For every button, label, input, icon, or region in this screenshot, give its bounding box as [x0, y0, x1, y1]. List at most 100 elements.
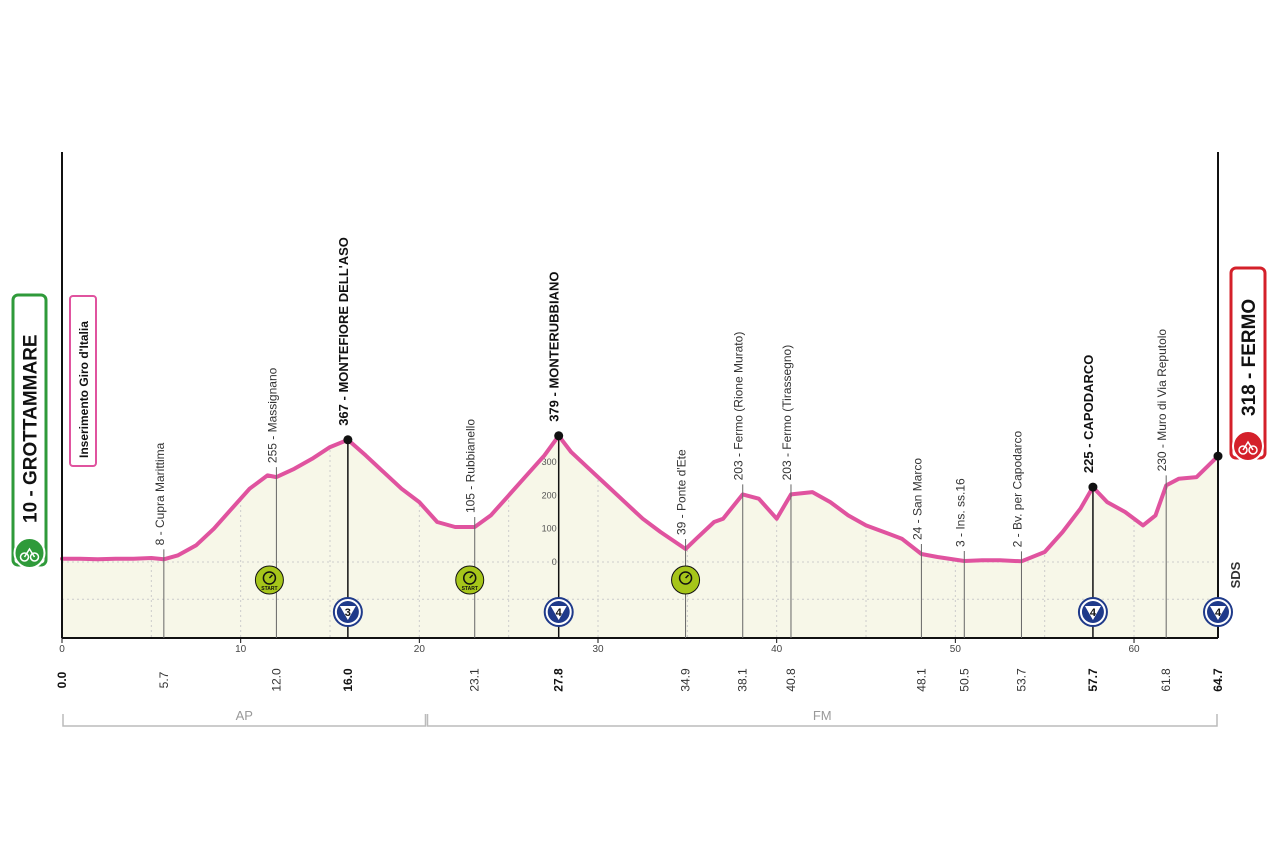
start-town-wheel-front — [29, 552, 40, 562]
start-km: 0.0 — [55, 671, 69, 688]
finish-town-wheel-back — [1238, 445, 1248, 455]
location-km: 16.0 — [341, 668, 355, 692]
location-km: 12.0 — [269, 668, 283, 692]
location-2: 367 - MONTEFIORE DELL'ASO 3 16.0 — [332, 237, 363, 692]
location-km: 50.5 — [957, 668, 971, 692]
sprint-start-icon: START — [254, 565, 284, 595]
start-town-cyclist-icon — [13, 537, 46, 569]
location-km: 34.9 — [679, 668, 693, 692]
location-5: 39 - Ponte d'Ete 34.9 — [675, 449, 693, 692]
location-0: 8 - Cupra Marittima 5.7 — [153, 442, 171, 688]
tt-start-icon-dial — [462, 571, 477, 585]
feed-stopwatch-icon-dial — [678, 571, 693, 585]
start-town-frame — [23, 547, 36, 558]
finish-town-wheel-front — [1248, 445, 1258, 455]
x-tick-0: 0 — [59, 644, 65, 655]
sprint-start-icon-bg — [254, 565, 284, 595]
location-km: 48.1 — [914, 668, 928, 692]
location-label: 24 - San Marco — [910, 458, 924, 540]
location-label: 3 - Ins. ss.16 — [953, 478, 967, 547]
province-label: FM — [813, 708, 832, 723]
location-11: 225 - CAPODARCO 4 57.7 — [1077, 355, 1108, 692]
location-label: 203 - Fermo (Rione Murato) — [732, 332, 746, 481]
location-label: 39 - Ponte d'Ete — [675, 449, 689, 535]
kom-badge-triangle — [1084, 606, 1101, 620]
profile-line — [60, 433, 1220, 564]
start-town-label: 10 - GROTTAMMARE — [21, 334, 42, 523]
kom-badge-number: 3 — [345, 607, 351, 619]
summit-dot — [343, 435, 353, 445]
location-km: 40.8 — [784, 668, 798, 692]
start-finish: 10 - GROTTAMMARE 318 - FERMO 4 SDS Inserimen… — [11, 266, 1267, 692]
kom-badge-triangle — [550, 606, 567, 620]
finish-town-frame — [1242, 440, 1254, 451]
kom-badge: 3 — [332, 597, 363, 627]
location-6: 203 - Fermo (Rione Murato) 38.1 — [732, 332, 750, 692]
finish-town-label: 318 - FERMO — [1239, 299, 1260, 416]
elevation-tick-0: 0 — [552, 557, 557, 567]
sprint-start-icon-text: START — [261, 586, 277, 592]
location-km: 23.1 — [468, 668, 482, 692]
location-label: 105 - Rubbianello — [464, 419, 478, 513]
location-9: 3 - Ins. ss.16 50.5 — [953, 478, 971, 692]
location-8: 24 - San Marco 48.1 — [910, 458, 928, 692]
elevation-tick-300: 300 — [542, 457, 557, 467]
kom-badge-number: 4 — [556, 607, 563, 619]
province-bracket — [62, 714, 427, 727]
finish-km: 64.7 — [1211, 668, 1225, 692]
finish-town-cyclist-icon — [1232, 430, 1264, 462]
location-label: 203 - Fermo (Tirassegno) — [780, 345, 794, 481]
location-label: 225 - CAPODARCO — [1081, 355, 1096, 473]
sprint-start-icon-dial — [262, 571, 277, 585]
location-4: 379 - MONTERUBBIANO 4 27.8 — [543, 272, 574, 692]
x-tick-10: 10 — [235, 644, 247, 655]
location-label: 230 - Muro di Via Reputolo — [1155, 329, 1169, 472]
finish-dot — [1213, 451, 1223, 461]
profile-line-group — [60, 433, 1220, 564]
tt-start-icon-bg — [455, 565, 485, 595]
location-km: 27.8 — [552, 668, 566, 692]
location-km: 61.8 — [1159, 668, 1173, 692]
elevation-tick-200: 200 — [542, 490, 557, 500]
finish-kom-badge-triangle — [1210, 606, 1226, 620]
location-label: 2 - Bv. per Capodarco — [1010, 431, 1024, 548]
start-town: 10 - GROTTAMMARE — [11, 293, 48, 569]
sprint-start-icon-hand — [268, 574, 273, 579]
feed-stopwatch-icon-hand — [685, 574, 690, 579]
profile-fill — [62, 435, 1218, 638]
location-7: 203 - Fermo (Tirassegno) 40.8 — [780, 345, 798, 692]
locations: 8 - Cupra Marittima 5.7 255 - Massignano 12… — [153, 237, 1173, 692]
banner-text: Inserimento Giro d'Italia — [77, 321, 91, 458]
inserimento-banner: Inserimento Giro d'Italia — [69, 295, 97, 467]
x-tick-60: 60 — [1128, 644, 1140, 655]
location-1: 255 - Massignano 12.0 — [265, 367, 283, 691]
elevation-tick-100: 100 — [542, 524, 557, 534]
kom-badge-number: 4 — [1090, 607, 1097, 619]
kom-badge-triangle — [339, 606, 356, 620]
location-label: 255 - Massignano — [265, 367, 279, 463]
banner-box — [69, 295, 97, 467]
province-label: AP — [236, 708, 253, 723]
location-label: 8 - Cupra Marittima — [153, 442, 167, 545]
finish-kom-badge: 4 — [1203, 597, 1233, 627]
feed-stopwatch-icon-bg — [671, 565, 701, 595]
start-town-wheel-back — [19, 552, 30, 562]
x-tick-30: 30 — [592, 644, 604, 655]
location-label: 367 - MONTEFIORE DELL'ASO — [336, 237, 351, 426]
tt-start-icon: START — [455, 565, 485, 595]
province-bracket — [426, 714, 1218, 727]
x-tick-50: 50 — [950, 644, 962, 655]
kom-badge: 4 — [1077, 597, 1108, 627]
x-tick-20: 20 — [414, 644, 426, 655]
province-1: FM — [426, 708, 1218, 727]
province-0: AP — [62, 708, 427, 727]
tt-start-icon-text: START — [462, 586, 478, 592]
summit-dot — [1088, 482, 1098, 492]
x-tick-40: 40 — [771, 644, 783, 655]
summit-dot — [554, 431, 564, 441]
kom-badge: 4 — [543, 597, 574, 627]
location-12: 230 - Muro di Via Reputolo 61.8 — [1155, 329, 1173, 692]
tt-start-icon-hand — [469, 574, 474, 579]
location-km: 53.7 — [1014, 668, 1028, 692]
